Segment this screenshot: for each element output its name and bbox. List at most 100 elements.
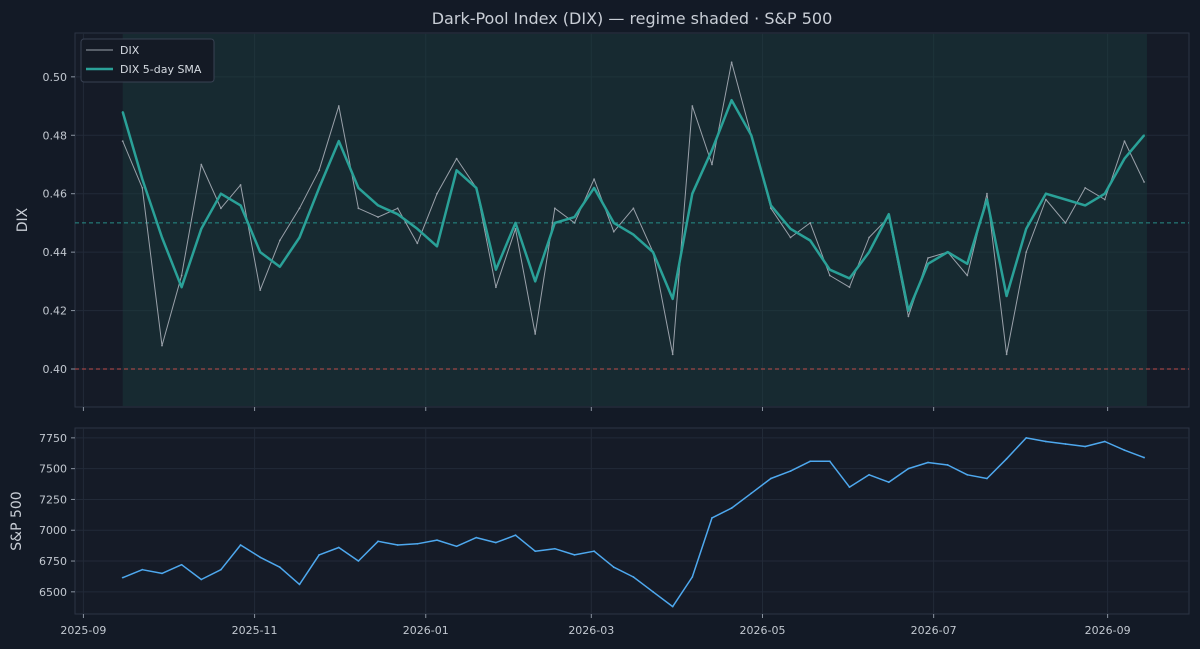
dix-series-point — [357, 207, 360, 210]
spx-y-tick-label: 7000 — [39, 524, 67, 537]
dix-series-point — [691, 105, 694, 107]
dix-sma-series-point — [495, 268, 497, 271]
dix-series-point — [534, 333, 537, 335]
spx-series-point — [868, 473, 871, 476]
dix-y-label: DIX — [15, 207, 31, 232]
dix-series-point — [809, 222, 812, 224]
spx-series-point — [750, 492, 753, 495]
dix-sma-series-point — [848, 277, 851, 280]
dix-series-point — [927, 257, 929, 259]
spx-series-point — [907, 467, 910, 470]
spx-series-point — [1044, 440, 1047, 443]
dix-plot-area — [74, 32, 1190, 408]
regime-shade-rect — [122, 34, 1147, 406]
spx-grid — [75, 428, 1189, 614]
dix-sma-series-point — [1103, 192, 1106, 195]
dix-sma-series-point — [691, 192, 694, 195]
dix-sma-series-point — [868, 251, 871, 254]
spx-series-point — [828, 460, 831, 463]
spx-series-point — [966, 473, 969, 476]
dix-sma-series-point — [711, 148, 713, 151]
dix-series-point — [828, 274, 831, 277]
spx-series-point — [534, 550, 537, 553]
spx-y-label: S&P 500 — [9, 491, 25, 550]
dix-sma-series-point — [986, 198, 988, 201]
legend-label-dix: DIX — [120, 44, 140, 57]
spx-series-point — [1064, 443, 1067, 445]
spx-series-point — [278, 566, 281, 569]
dix-sma-series-point — [259, 251, 262, 254]
dix-series-point — [514, 227, 517, 230]
spx-series — [121, 436, 1146, 608]
dix-series-point — [180, 274, 183, 277]
spx-series-point — [416, 542, 419, 545]
dix-sma-series-point — [1064, 198, 1067, 201]
dix-sma-series-point — [730, 99, 733, 102]
dix-series-point — [986, 192, 988, 195]
spx-series-point — [986, 477, 988, 480]
dix-sma-series-point — [789, 227, 792, 230]
spx-series-point — [887, 481, 890, 484]
spx-series-point — [161, 572, 163, 575]
chart-title: Dark-Pool Index (DIX) — regime shaded · … — [432, 9, 833, 28]
spx-series-point — [475, 536, 478, 539]
dix-sma-series-point — [377, 204, 379, 207]
dix-series-point — [377, 216, 379, 218]
spx-series-point — [337, 546, 340, 549]
spx-series-point — [1084, 445, 1087, 448]
spx-series-point — [396, 544, 399, 546]
legend-box — [80, 38, 215, 83]
dix-sma-series-point — [671, 297, 674, 300]
spx-series-point — [180, 563, 183, 566]
dix-series-point — [711, 163, 713, 166]
dix-series-point — [966, 274, 969, 277]
dix-sma-series-point — [534, 280, 537, 283]
dix-series-point — [121, 140, 124, 143]
dix-panel: 0.40 0.42 0.44 0.46 0.48 0.50 DIX DIX DIX 5-d… — [15, 32, 1190, 411]
dix-series-point — [1143, 181, 1146, 183]
dix-series-point — [1084, 186, 1087, 189]
spx-y-tick-label: 6500 — [39, 586, 67, 599]
dix-sma-series-point — [1025, 227, 1028, 230]
dix-sma-series-point — [1005, 295, 1008, 297]
dix-sma-series-point — [612, 222, 615, 224]
spx-series-point — [711, 517, 713, 519]
spx-series-point — [1005, 457, 1008, 460]
dix-sma-series-point — [141, 178, 144, 180]
dix-y-tick-label: 0.50 — [43, 71, 68, 84]
spx-series-point — [1025, 436, 1028, 439]
dix-sma-series-point — [436, 245, 438, 248]
dix-series-point — [1044, 198, 1047, 201]
dix-series-point — [593, 178, 596, 180]
spx-x-tick-label: 2025-11 — [232, 624, 278, 637]
dix-sma-series-point — [946, 251, 949, 254]
dix-series-point — [161, 344, 163, 347]
reference-lines — [75, 222, 1189, 370]
spx-x-tick-label: 2025-09 — [60, 624, 106, 637]
spx-series-point — [318, 553, 321, 556]
dix-sma-series-point — [907, 309, 910, 312]
dix-y-tick-label: 0.44 — [43, 246, 68, 259]
dix-sma-series-point — [1143, 134, 1146, 137]
spx-y-tick-label: 7750 — [39, 432, 67, 445]
dix-sma-series-point — [200, 227, 203, 230]
dix-series-point — [298, 207, 301, 210]
spx-series-point — [553, 547, 556, 550]
dix-series-point — [278, 239, 281, 242]
dix-sma-series-point — [475, 186, 478, 189]
dix-series-point — [396, 207, 399, 210]
dix-sma-series-point — [966, 262, 969, 265]
dix-sma-series-point — [887, 213, 890, 216]
dix-series-point — [141, 186, 144, 189]
spx-series-point — [809, 460, 812, 463]
spx-series-point — [259, 556, 262, 559]
legend-label-sma: DIX 5-day SMA — [120, 63, 202, 76]
spx-y-tick-label: 7250 — [39, 493, 67, 506]
spx-series-point — [789, 470, 792, 473]
dix-sma-series-point — [573, 216, 576, 218]
dix-sma-series-point — [220, 192, 222, 195]
spx-x-tick-label: 2026-05 — [739, 624, 785, 637]
spx-series-point — [946, 464, 949, 466]
dix-sma-series-point — [927, 262, 929, 265]
